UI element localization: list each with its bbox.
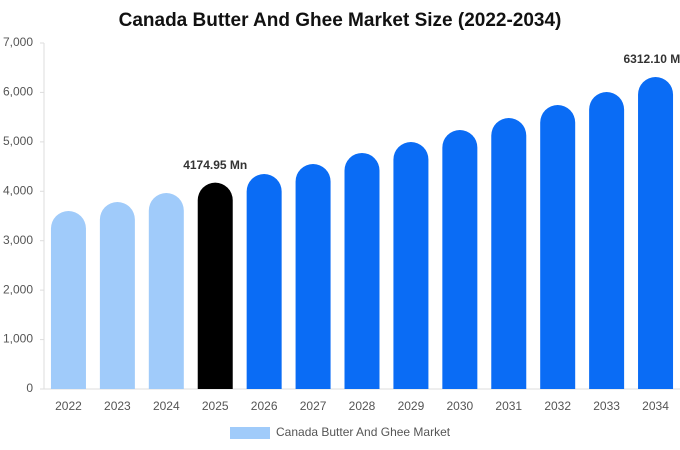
y-tick-label: 7,000 xyxy=(3,35,33,49)
bar xyxy=(393,142,429,389)
x-tick-label: 2022 xyxy=(55,399,82,413)
value-label: 4174.95 Mn xyxy=(183,158,247,172)
legend-label: Canada Butter And Ghee Market xyxy=(276,425,451,439)
x-tick-label: 2029 xyxy=(398,399,425,413)
x-tick-label: 2025 xyxy=(202,399,229,413)
bar xyxy=(99,202,135,389)
x-tick-label: 2026 xyxy=(251,399,278,413)
bar xyxy=(197,182,233,389)
bar xyxy=(589,92,625,389)
x-tick-label: 2034 xyxy=(642,399,669,413)
x-tick-label: 2028 xyxy=(349,399,376,413)
value-label: 6312.10 Mn xyxy=(624,52,680,66)
bar xyxy=(344,152,380,389)
x-tick-label: 2032 xyxy=(544,399,571,413)
bar xyxy=(491,118,527,389)
y-tick-label: 3,000 xyxy=(3,233,33,247)
bar xyxy=(638,77,674,389)
x-tick-label: 2027 xyxy=(300,399,327,413)
y-tick-label: 5,000 xyxy=(3,134,33,148)
x-tick-label: 2031 xyxy=(495,399,522,413)
y-tick-label: 1,000 xyxy=(3,332,33,346)
bar xyxy=(246,173,282,389)
y-tick-label: 2,000 xyxy=(3,282,33,296)
bar xyxy=(540,105,576,389)
bar xyxy=(295,164,331,389)
x-tick-label: 2023 xyxy=(104,399,131,413)
x-tick-label: 2030 xyxy=(446,399,473,413)
bar xyxy=(442,129,478,389)
legend-swatch xyxy=(230,427,270,439)
bar xyxy=(148,193,184,389)
y-tick-label: 4,000 xyxy=(3,183,33,197)
chart-title: Canada Butter And Ghee Market Size (2022… xyxy=(119,10,562,31)
x-tick-label: 2024 xyxy=(153,399,180,413)
y-tick-label: 0 xyxy=(26,381,33,395)
y-tick-label: 6,000 xyxy=(3,85,33,99)
x-tick-label: 2033 xyxy=(593,399,620,413)
bar xyxy=(50,211,86,389)
